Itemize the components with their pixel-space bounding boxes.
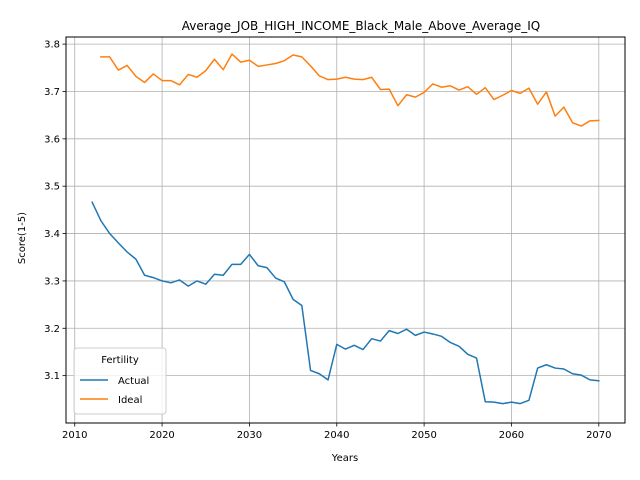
y-tick-label: 3.5 xyxy=(44,182,60,193)
x-tick-label: 2070 xyxy=(586,430,611,441)
legend-label-ideal: Ideal xyxy=(118,395,142,406)
x-tick-label: 2020 xyxy=(149,430,174,441)
x-tick-label: 2030 xyxy=(237,430,262,441)
x-tick-label: 2050 xyxy=(411,430,436,441)
legend-label-actual: Actual xyxy=(118,376,149,387)
series-line-actual xyxy=(91,201,600,405)
y-axis-label: Score(1-5) xyxy=(17,212,28,264)
legend-title: Fertility xyxy=(101,355,139,366)
legend-box xyxy=(73,347,167,415)
chart-title: Average_JOB_HIGH_INCOME_Black_Male_Above… xyxy=(182,19,540,33)
y-tick-label: 3.7 xyxy=(44,87,60,98)
y-tick-label: 3.2 xyxy=(44,324,60,335)
y-tick-label: 3.4 xyxy=(44,229,60,240)
x-axis-label: Years xyxy=(331,453,358,464)
series-lines xyxy=(91,53,600,405)
y-axis: 3.1 3.2 3.3 3.4 3.5 3.6 3.7 3.8 xyxy=(44,40,66,382)
y-tick-label: 3.8 xyxy=(44,40,60,51)
x-tick-label: 2040 xyxy=(324,430,349,441)
legend: Fertility Actual Ideal xyxy=(73,347,167,415)
plot-area xyxy=(65,36,626,424)
y-tick-label: 3.6 xyxy=(44,134,60,145)
x-tick-label: 2010 xyxy=(62,430,87,441)
series-line-ideal xyxy=(100,53,600,127)
y-tick-label: 3.3 xyxy=(44,276,60,287)
y-tick-label: 3.1 xyxy=(44,371,60,382)
x-tick-label: 2060 xyxy=(499,430,524,441)
x-axis: 2010 2020 2030 2040 2050 2060 2070 xyxy=(62,423,612,441)
